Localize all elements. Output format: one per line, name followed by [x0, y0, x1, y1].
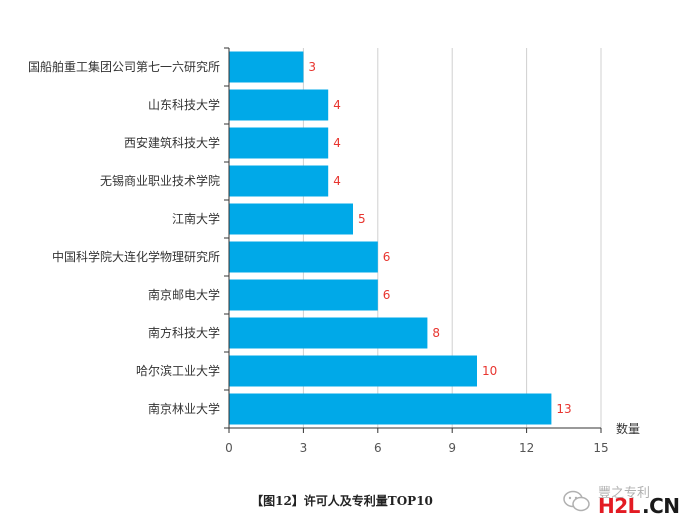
value-label: 13 — [556, 402, 571, 416]
bar — [229, 393, 552, 425]
value-label: 5 — [358, 212, 366, 226]
category-label: 南京林业大学 — [148, 401, 220, 416]
value-label: 8 — [432, 326, 440, 340]
watermark-brand-dark: .CN — [642, 494, 680, 518]
value-label: 4 — [333, 136, 341, 150]
watermark-brand-red: H2L — [598, 494, 640, 518]
value-label: 6 — [383, 288, 391, 302]
x-tick-label: 3 — [300, 441, 308, 455]
category-label: 南京邮电大学 — [148, 287, 220, 302]
value-label: 4 — [333, 174, 341, 188]
figure-caption: 【图12】许可人及专利量TOP10 — [251, 494, 433, 508]
wechat-icon — [563, 490, 590, 512]
category-label: 哈尔滨工业大学 — [136, 363, 220, 378]
x-tick-label: 12 — [519, 441, 534, 455]
category-label: 西安建筑科技大学 — [124, 135, 220, 150]
value-label: 3 — [308, 60, 316, 74]
x-tick-label: 15 — [593, 441, 608, 455]
x-axis-title: 数量 — [616, 421, 640, 436]
category-label: 江南大学 — [172, 211, 220, 226]
category-label: 山东科技大学 — [148, 97, 220, 112]
bar — [229, 317, 428, 349]
x-tick-label: 6 — [374, 441, 382, 455]
watermark-top-text: 豐之专利 — [598, 486, 651, 501]
value-label: 4 — [333, 98, 341, 112]
bar — [229, 89, 329, 121]
bar — [229, 203, 353, 235]
bar — [229, 165, 329, 197]
watermark: 豐之专利 H2L .CN — [562, 484, 682, 520]
x-tick-label: 9 — [448, 441, 456, 455]
bar — [229, 51, 304, 83]
bar — [229, 355, 477, 387]
x-tick-label: 0 — [225, 441, 233, 455]
category-label: 中国科学院大连化学物理研究所 — [52, 249, 220, 264]
value-label: 10 — [482, 364, 497, 378]
value-label: 6 — [383, 250, 391, 264]
bar-chart: 0 3 6 9 12 15 国船舶重工集团公司第七一六研究所 3 山东科技大学 4 西安建筑科技大学… — [28, 47, 640, 455]
bar — [229, 127, 329, 159]
category-label: 南方科技大学 — [148, 325, 220, 340]
bar — [229, 279, 378, 311]
category-label: 国船舶重工集团公司第七一六研究所 — [28, 59, 220, 74]
category-label: 无锡商业职业技术学院 — [100, 173, 220, 188]
bar — [229, 241, 378, 273]
